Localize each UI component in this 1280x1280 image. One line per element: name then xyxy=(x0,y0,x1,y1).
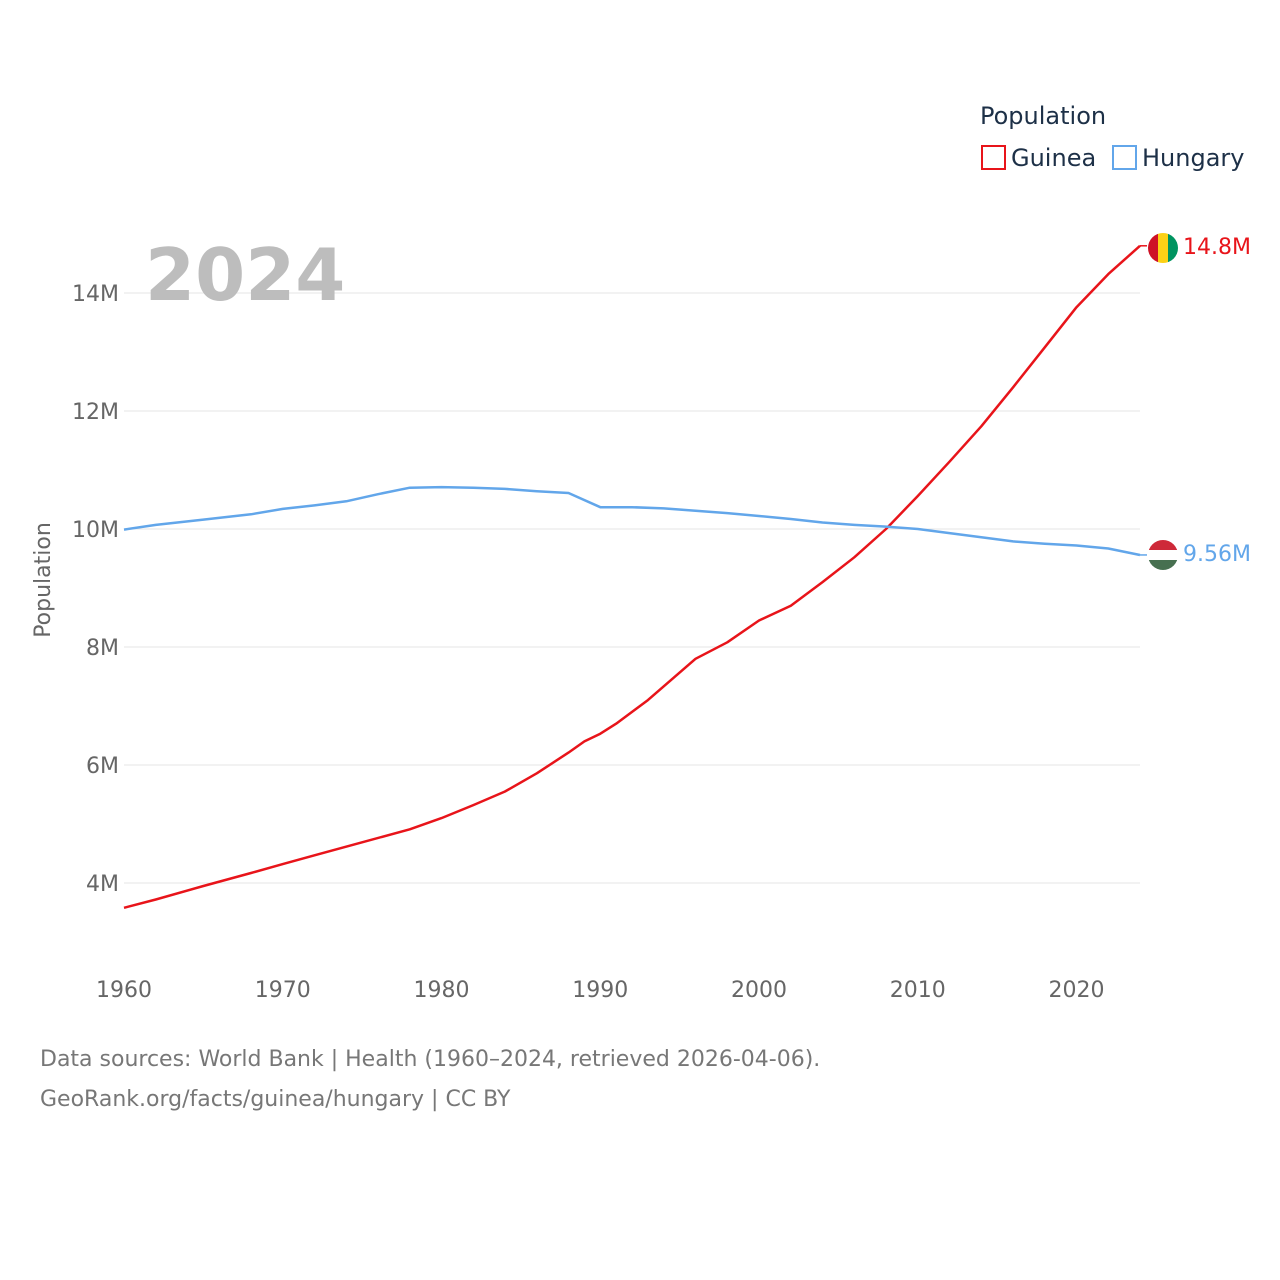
hungary-flag-icon xyxy=(1148,540,1178,570)
y-axis-title: Population xyxy=(31,522,56,638)
series-line-hungary[interactable] xyxy=(123,485,1141,557)
end-label-guinea: 14.8M xyxy=(1183,235,1251,260)
y-tick-label: 4M xyxy=(86,872,119,897)
data-source-text: Data sources: World Bank | Health (1960–… xyxy=(40,1047,821,1072)
legend-swatch-hungary[interactable] xyxy=(1112,145,1137,170)
legend-label-hungary[interactable]: Hungary xyxy=(1142,144,1244,172)
grid-lines xyxy=(124,292,1140,884)
x-tick-label: 1970 xyxy=(255,978,311,1003)
legend-label-guinea[interactable]: Guinea xyxy=(1011,144,1096,172)
y-tick-label: 14M xyxy=(72,282,119,307)
series-line-guinea[interactable] xyxy=(123,244,1141,910)
x-tick-label: 2010 xyxy=(890,978,946,1003)
y-tick-label: 8M xyxy=(86,636,119,661)
attribution-text: GeoRank.org/facts/guinea/hungary | CC BY xyxy=(40,1087,511,1112)
x-tick-label: 2020 xyxy=(1049,978,1105,1003)
y-tick-label: 6M xyxy=(86,754,119,779)
y-tick-label: 12M xyxy=(72,400,119,425)
end-label-hungary: 9.56M xyxy=(1183,542,1251,567)
population-line-chart: 4M 6M 8M 10M 12M 14M 1960 1970 1980 1990 2000 2010… xyxy=(31,102,1251,1003)
legend: Population Guinea Hungary xyxy=(980,102,1244,172)
x-tick-label: 1980 xyxy=(414,978,470,1003)
y-axis-ticks: 4M 6M 8M 10M 12M 14M xyxy=(72,282,119,897)
current-year-label: 2024 xyxy=(145,233,345,317)
x-tick-label: 1990 xyxy=(572,978,628,1003)
x-axis-ticks: 1960 1970 1980 1990 2000 2010 2020 xyxy=(96,978,1105,1003)
footer: Data sources: World Bank | Health (1960–… xyxy=(40,1040,1240,1120)
legend-title: Population xyxy=(980,102,1106,130)
y-tick-label: 10M xyxy=(72,518,119,543)
legend-swatch-guinea[interactable] xyxy=(981,145,1006,170)
x-tick-label: 1960 xyxy=(96,978,152,1003)
x-tick-label: 2000 xyxy=(731,978,787,1003)
guinea-flag-icon xyxy=(1148,233,1178,263)
series-lines xyxy=(123,244,1147,910)
